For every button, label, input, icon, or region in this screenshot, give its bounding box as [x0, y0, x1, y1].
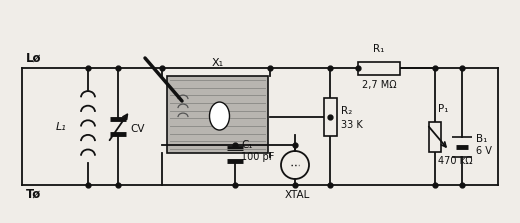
Bar: [167, 76, 268, 153]
Bar: [358, 62, 400, 74]
Text: X₁: X₁: [212, 58, 224, 68]
Text: Lø: Lø: [26, 52, 42, 65]
Ellipse shape: [210, 102, 229, 130]
Bar: [323, 97, 336, 136]
Text: R₂: R₂: [341, 107, 352, 116]
Text: CV: CV: [130, 124, 145, 134]
Text: R₁: R₁: [373, 44, 385, 54]
Bar: [429, 122, 441, 151]
Text: L₁: L₁: [55, 122, 66, 132]
Text: Tø: Tø: [26, 188, 41, 201]
Text: XTAL: XTAL: [284, 190, 310, 200]
Text: 33 K: 33 K: [341, 120, 363, 130]
Text: 6 V: 6 V: [476, 147, 492, 157]
Text: C₁: C₁: [241, 140, 253, 149]
Text: 470 kΩ: 470 kΩ: [438, 157, 473, 167]
Text: 100 pF: 100 pF: [241, 153, 275, 163]
Text: P₁: P₁: [438, 105, 448, 114]
Text: B₁: B₁: [476, 134, 487, 143]
Text: 2,7 MΩ: 2,7 MΩ: [362, 80, 396, 90]
